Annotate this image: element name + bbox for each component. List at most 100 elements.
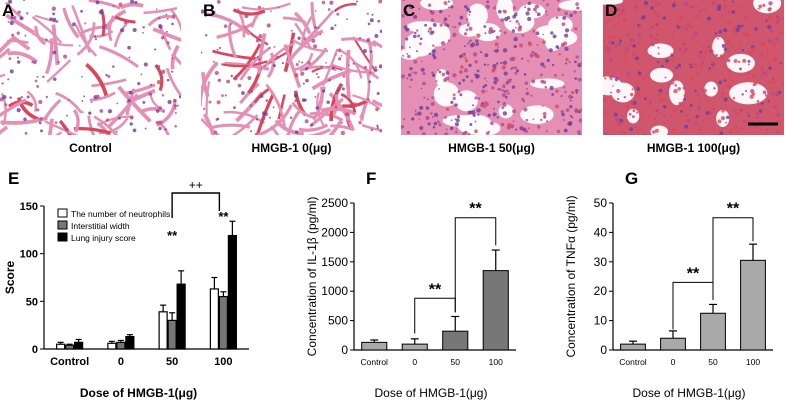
cell-nucleus [42, 75, 45, 78]
cell-nucleus [746, 71, 751, 75]
cell-nucleus [448, 6, 450, 9]
micrograph-hmgb-50 [401, 0, 582, 135]
cell-nucleus [731, 0, 735, 3]
cell-nucleus [682, 42, 685, 45]
cell-nucleus [223, 24, 228, 28]
cell-nucleus [545, 13, 548, 16]
cell-nucleus [452, 93, 456, 97]
alveolar-septum [277, 94, 286, 120]
cell-nucleus [247, 75, 252, 81]
cell-nucleus [556, 129, 561, 134]
alveolar-septum [43, 118, 54, 135]
cell-nucleus [706, 98, 710, 103]
cell-nucleus [511, 29, 516, 33]
cell-nucleus [764, 132, 768, 135]
cell-nucleus [655, 23, 658, 26]
cell-nucleus [13, 16, 17, 20]
cell-nucleus [754, 27, 758, 31]
cell-nucleus [767, 39, 772, 44]
cell-nucleus [507, 92, 510, 95]
cell-nucleus [487, 63, 490, 66]
cell-nucleus [334, 24, 337, 27]
cell-nucleus [8, 0, 13, 4]
alveolar-septum [26, 90, 38, 112]
cell-nucleus [574, 60, 577, 64]
cell-nucleus [216, 100, 221, 105]
alveolar-septum [91, 78, 127, 88]
cell-nucleus [356, 0, 359, 3]
x-tick-label: Control [361, 357, 389, 367]
cell-nucleus [130, 0, 135, 4]
cell-nucleus [137, 81, 141, 86]
cell-nucleus [337, 57, 342, 61]
cell-nucleus [262, 111, 267, 116]
cell-nucleus [49, 17, 53, 21]
cell-nucleus [561, 112, 565, 117]
alveolar-space [433, 82, 460, 107]
cell-nucleus [470, 79, 474, 83]
cell-nucleus [156, 80, 162, 85]
cell-nucleus [465, 75, 469, 79]
cell-nucleus [578, 118, 582, 123]
alveolar-septum [0, 35, 16, 63]
cell-nucleus [456, 114, 461, 119]
cell-nucleus [427, 122, 431, 126]
cell-nucleus [657, 14, 661, 18]
x-tick-label: 50 [166, 356, 178, 368]
cell-nucleus [491, 30, 495, 34]
cell-nucleus [466, 23, 470, 27]
cell-nucleus [542, 80, 547, 85]
cell-nucleus [483, 25, 487, 28]
alveolar-septum [232, 8, 266, 16]
cell-nucleus [643, 133, 646, 135]
cell-nucleus [171, 70, 174, 73]
cell-nucleus [565, 57, 569, 62]
cell-nucleus [424, 23, 428, 27]
cell-nucleus [652, 130, 656, 134]
cell-nucleus [127, 98, 131, 103]
cell-nucleus [651, 0, 655, 3]
cell-nucleus [204, 33, 208, 37]
cell-nucleus [129, 115, 134, 120]
cell-nucleus [492, 112, 497, 117]
cell-nucleus [298, 60, 301, 63]
cell-nucleus [16, 31, 20, 35]
cell-nucleus [401, 125, 405, 128]
cell-nucleus [527, 59, 530, 62]
cell-nucleus [634, 82, 639, 86]
cell-nucleus [747, 63, 750, 66]
cell-nucleus [166, 17, 169, 20]
cell-nucleus [647, 114, 651, 118]
alveolar-septum [34, 26, 47, 46]
cell-nucleus [696, 71, 700, 75]
cell-nucleus [776, 113, 781, 117]
cell-nucleus [45, 95, 48, 98]
cell-nucleus [155, 120, 160, 125]
cell-nucleus [708, 122, 711, 125]
alveolar-septum [7, 51, 38, 64]
cell-nucleus [482, 85, 486, 89]
cell-nucleus [414, 109, 417, 112]
cell-nucleus [7, 21, 10, 23]
cell-nucleus [422, 72, 426, 76]
cell-nucleus [564, 33, 569, 38]
y-tick-label: 500 [328, 314, 348, 328]
cell-nucleus [769, 29, 774, 33]
cell-nucleus [445, 128, 448, 131]
cell-nucleus [212, 60, 215, 63]
cell-nucleus [258, 34, 263, 39]
cell-nucleus [747, 114, 750, 118]
cell-nucleus [315, 73, 318, 75]
cell-nucleus [542, 0, 545, 2]
cell-nucleus [723, 5, 728, 9]
cell-nucleus [767, 62, 770, 65]
cell-nucleus [629, 37, 634, 42]
cell-nucleus [632, 109, 636, 113]
cell-nucleus [680, 14, 685, 20]
cell-nucleus [277, 6, 280, 9]
alveolar-septum [16, 97, 40, 121]
bar [125, 336, 135, 350]
cell-nucleus [1, 82, 4, 85]
cell-nucleus [575, 2, 579, 6]
alveolar-septum [291, 38, 329, 53]
